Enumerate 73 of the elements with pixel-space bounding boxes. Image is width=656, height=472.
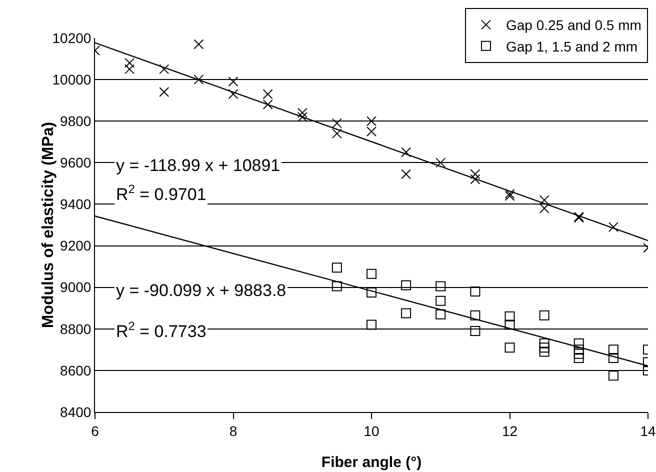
- point: [332, 128, 342, 139]
- point: [574, 344, 584, 355]
- point: [159, 64, 170, 74]
- point: [262, 89, 273, 100]
- x-tick-label: 14: [640, 422, 656, 439]
- x-tick-label: 6: [91, 422, 100, 439]
- point: [194, 39, 204, 50]
- point: [366, 126, 376, 136]
- point: [159, 87, 170, 98]
- point: [539, 203, 550, 214]
- point: [332, 262, 342, 273]
- point: [401, 308, 412, 318]
- annotation: R$^{2}$ = 0.9701: [116, 182, 206, 204]
- point: [401, 280, 412, 290]
- annotation: y = -118.99 x + 10891: [116, 156, 280, 175]
- y-tick-label: 9200: [60, 238, 92, 254]
- y-tick-label: 10000: [52, 71, 92, 88]
- point: [574, 338, 584, 348]
- legend-label: Gap 0.25 and 0.5 mm: [506, 17, 642, 34]
- y-tick-label: 10200: [52, 30, 92, 46]
- point: [470, 310, 480, 320]
- point: [608, 344, 618, 355]
- point: [194, 74, 204, 85]
- point: [574, 352, 584, 363]
- point: [470, 169, 480, 180]
- point: [436, 158, 446, 168]
- point: [539, 346, 550, 357]
- x-tick-label: 12: [502, 422, 518, 439]
- y-tick-label: 8400: [60, 404, 92, 420]
- y-tick-label: 8600: [60, 362, 92, 378]
- point: [401, 169, 412, 180]
- point: [401, 147, 412, 158]
- point: [470, 286, 480, 296]
- y-tick-label: 9800: [60, 113, 92, 130]
- x-axis-title: Fiber angle (°): [321, 454, 422, 471]
- y-axis-title: Modulus of elasticity (MPa): [40, 122, 57, 328]
- point: [539, 338, 550, 348]
- point: [470, 326, 480, 336]
- point: [228, 76, 238, 87]
- annotation: y = -90.099 x + 9883.8: [116, 281, 286, 300]
- point: [436, 309, 446, 320]
- point: [608, 352, 618, 363]
- point: [262, 99, 273, 110]
- point: [436, 296, 446, 306]
- point: [470, 174, 480, 184]
- point: [574, 348, 584, 359]
- point: [608, 222, 618, 232]
- point: [366, 268, 376, 279]
- point: [228, 89, 238, 100]
- y-tick-label: 9400: [60, 196, 92, 212]
- point: [504, 311, 515, 322]
- point: [539, 342, 550, 353]
- point: [297, 108, 308, 118]
- point: [504, 342, 515, 353]
- legend-label: Gap 1, 1.5 and 2 mm: [506, 38, 638, 54]
- point: [436, 281, 446, 292]
- point: [366, 116, 376, 126]
- point: [608, 370, 618, 381]
- point: [332, 118, 342, 128]
- annotation: R$^{2}$ = 0.7733: [116, 319, 206, 342]
- point: [124, 64, 135, 74]
- point: [504, 320, 515, 330]
- point: [539, 310, 550, 320]
- x-tick-label: 8: [229, 422, 238, 439]
- point: [366, 288, 376, 298]
- y-tick-label: 9000: [60, 279, 92, 296]
- y-tick-label: 9600: [60, 154, 92, 171]
- point: [366, 320, 376, 330]
- point: [539, 195, 550, 206]
- point: [332, 281, 342, 292]
- x-tick-label: 10: [364, 422, 380, 439]
- y-tick-label: 8800: [60, 320, 92, 337]
- point: [124, 58, 135, 68]
